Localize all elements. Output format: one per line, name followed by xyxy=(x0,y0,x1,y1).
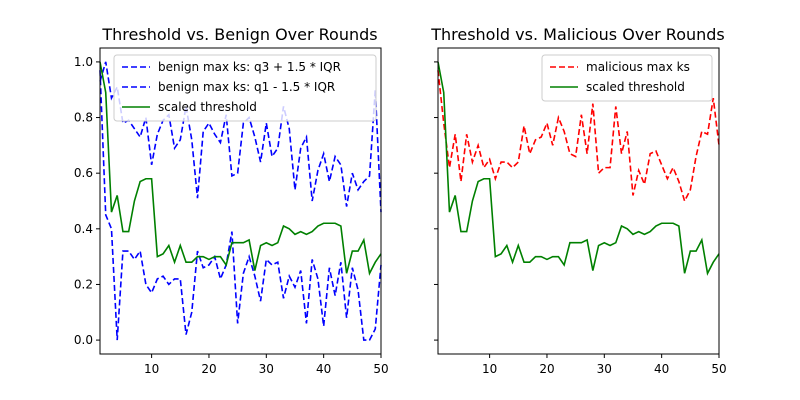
malicious-x-tick-label: 10 xyxy=(482,362,497,376)
malicious-series-0-line xyxy=(437,70,720,204)
malicious-x-tick-label: 40 xyxy=(654,362,669,376)
benign-axes-frame xyxy=(99,47,382,355)
benign-y-tick-label: 0.6 xyxy=(74,166,93,180)
benign-y-tick-label: 1.0 xyxy=(74,55,93,69)
malicious-chart-plot: 10 20 30 40 50 malicious max ks scaled thresho… xyxy=(434,47,727,376)
benign-x-tick-label: 50 xyxy=(373,362,388,376)
malicious-legend-label-1: scaled threshold xyxy=(586,80,685,94)
benign-x-tick-label: 40 xyxy=(316,362,331,376)
benign-x-tick-label: 20 xyxy=(201,362,216,376)
malicious-series-1-line xyxy=(437,61,720,276)
malicious-axes-frame xyxy=(437,47,720,355)
benign-chart-title: Threshold vs. Benign Over Rounds xyxy=(101,25,377,44)
benign-legend-label-2: scaled threshold xyxy=(158,100,257,114)
benign-series-0-line xyxy=(99,61,382,213)
benign-chart: Threshold vs. Benign Over Rounds 10 20 30 4… xyxy=(74,25,389,376)
malicious-chart: Threshold vs. Malicious Over Rounds 10 20… xyxy=(430,25,726,376)
benign-legend-box xyxy=(113,54,377,122)
benign-y-tick-label: 0.8 xyxy=(74,111,93,125)
benign-legend: benign max ks: q3 + 1.5 * IQR benign max … xyxy=(113,54,377,122)
malicious-legend-box xyxy=(541,54,713,102)
malicious-x-tick-label: 20 xyxy=(539,362,554,376)
benign-legend-label-0: benign max ks: q3 + 1.5 * IQR xyxy=(158,60,341,74)
malicious-chart-title: Threshold vs. Malicious Over Rounds xyxy=(430,25,725,44)
malicious-legend-label-0: malicious max ks xyxy=(586,60,690,74)
benign-y-tick-label: 0.4 xyxy=(74,222,93,236)
benign-series-2-line xyxy=(99,61,382,276)
benign-y-tick-label: 0.2 xyxy=(74,277,93,291)
malicious-x-tick-label: 50 xyxy=(711,362,726,376)
malicious-x-tick-label: 30 xyxy=(597,362,612,376)
benign-y-tick-label: 0.0 xyxy=(74,333,93,347)
benign-series-1-line xyxy=(99,70,382,341)
benign-x-tick-label: 30 xyxy=(259,362,274,376)
benign-x-tick-label: 10 xyxy=(144,362,159,376)
benign-legend-label-1: benign max ks: q1 - 1.5 * IQR xyxy=(158,80,335,94)
malicious-legend: malicious max ks scaled threshold xyxy=(541,54,713,102)
benign-chart-plot: 10 20 30 40 50 0.0 0.2 0.4 0.6 0.8 1.0 benign max k… xyxy=(74,47,389,376)
